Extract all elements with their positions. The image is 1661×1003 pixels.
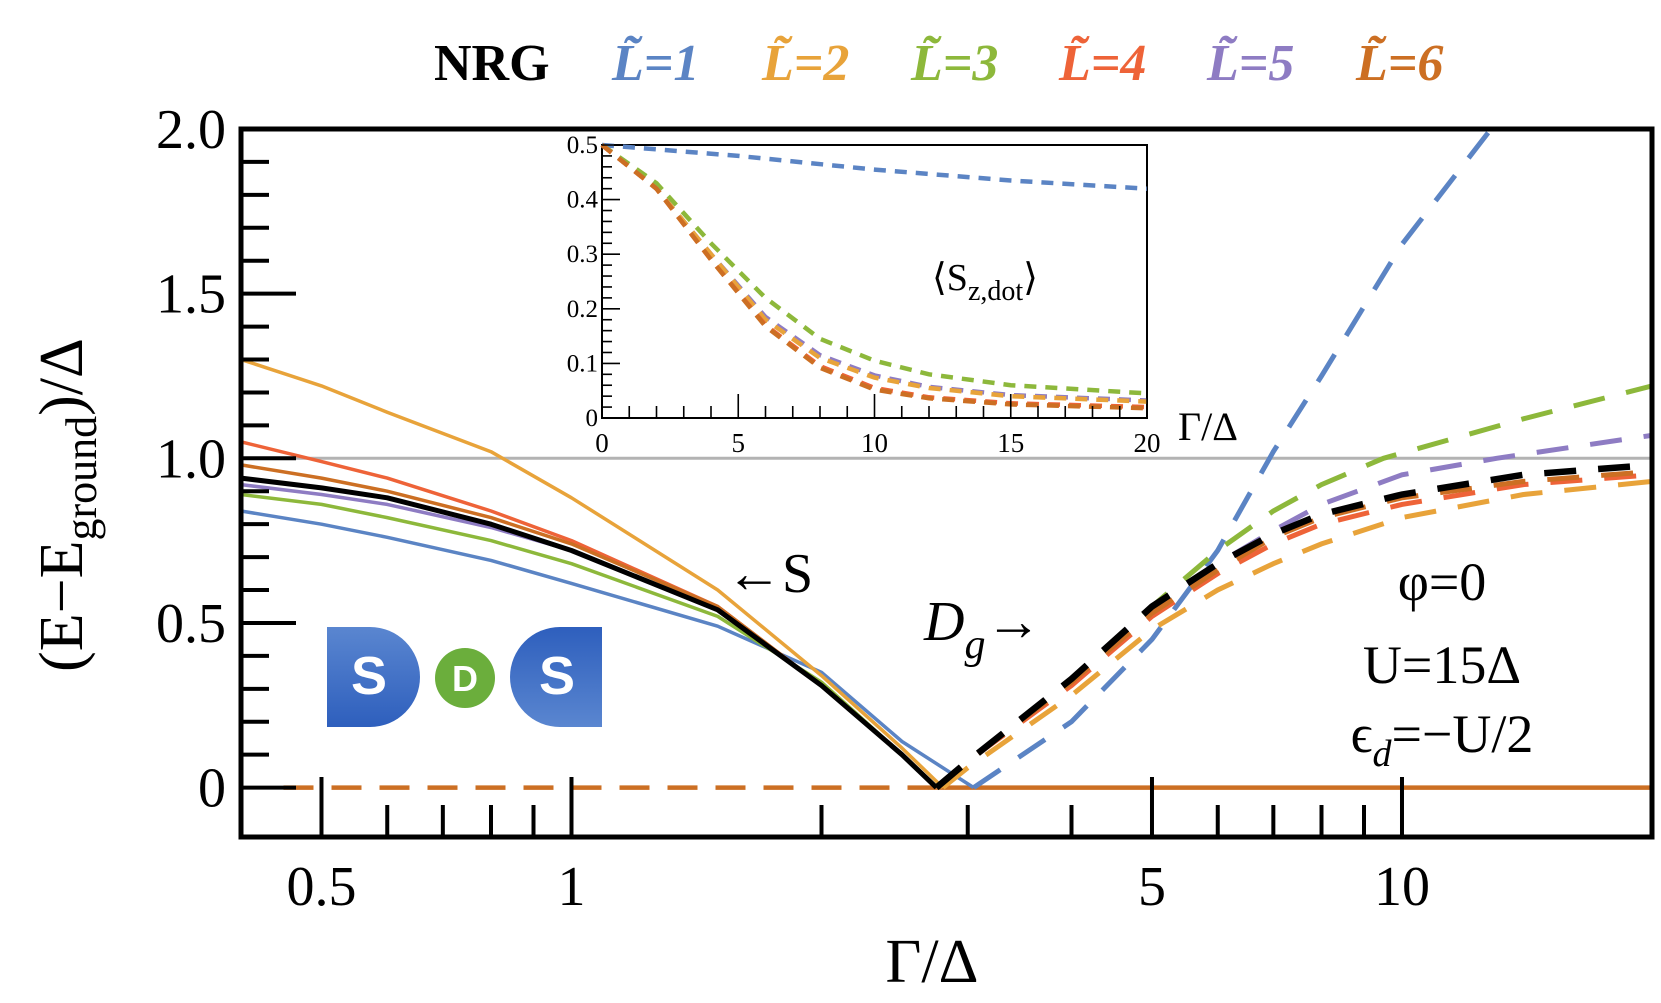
series-6-doublet-line: [934, 469, 1652, 790]
x-axis-label: Γ/Δ: [886, 928, 979, 996]
legend-nrg: NRG: [434, 35, 550, 92]
series-7-doublet-line: [934, 461, 1652, 791]
inset-x-tick-label: 5: [732, 428, 746, 458]
inset-x-tick-label: 10: [861, 428, 888, 458]
y-label-sub: ground: [57, 416, 106, 541]
inset-series-1: [601, 142, 1148, 191]
y-tick-label: 0.5: [156, 593, 226, 655]
logo-right-lead: [510, 627, 602, 727]
sds-logo: S D S: [327, 627, 602, 727]
logo-left-letter: S: [351, 646, 387, 706]
series-7-singlet-line: [241, 475, 939, 790]
y-tick-label: 1.0: [156, 428, 226, 490]
inset-title-sub: z,dot: [968, 276, 1023, 307]
inset-plot: 0 0.1 0.2 0.3 0.4 0.5 0 5 10 15 20 Γ/Δ ⟨Sz,dot⟩: [567, 132, 1238, 458]
inset-x-tick-label: 15: [997, 428, 1024, 458]
series-2-singlet-line: [241, 357, 945, 789]
legend-l5: L̃=5: [1206, 35, 1294, 92]
annotation-doublet: Dg→: [923, 591, 1041, 668]
legend-l6: L̃=6: [1355, 35, 1443, 92]
logo-dot: [435, 648, 495, 708]
y-tick-label: 0: [198, 758, 226, 820]
annotation-singlet: ←S: [726, 543, 813, 605]
y-tick-label: 2.0: [156, 99, 226, 161]
y-tick-label: 1.5: [156, 264, 226, 326]
series-3-doublet-line: [934, 383, 1652, 790]
inset-series-2: [600, 143, 1148, 396]
plot-frame: [238, 126, 1655, 840]
series-2-doublet-line: [941, 478, 1652, 790]
inset-x-tick-label: 20: [1134, 428, 1161, 458]
inset-x-axis-label: Γ/Δ: [1178, 404, 1238, 449]
y-axis-label: (E−Eground)/Δ: [28, 338, 106, 672]
inset-y-tick-label: 0.1: [567, 350, 598, 377]
series-1-doublet-line: [972, 129, 1493, 790]
inset-x-tick-label: 0: [595, 428, 609, 458]
inset-y-tick-label: 0.5: [567, 132, 598, 159]
x-tick-label: 0.5: [286, 856, 356, 918]
series-4-doublet-line: [934, 472, 1652, 790]
y-label-prefix: (E−E: [28, 541, 96, 672]
series-1-singlet-line: [241, 509, 975, 790]
logo-left-lead: [327, 627, 420, 727]
inset-y-tick-label: 0.3: [567, 241, 598, 268]
legend-l4: L̃=4: [1058, 35, 1146, 92]
x-tick-label: 1: [557, 856, 585, 918]
legend-l3: L̃=3: [910, 35, 998, 92]
inset-title-prefix: ⟨S: [932, 257, 968, 299]
annotations: ←S Dg→ φ=0 U=15Δ ϵd=−U/2: [726, 543, 1533, 775]
inset-y-tick-label: 0: [586, 405, 599, 432]
y-label-suffix: )/Δ: [28, 338, 96, 416]
inset-y-tick-label: 0.4: [567, 187, 599, 214]
main-plot: [241, 129, 1652, 791]
legend: NRG L̃=1 L̃=2 L̃=3 L̃=4 L̃=5 L̃=6: [434, 35, 1443, 92]
legend-l1: L̃=1: [611, 35, 699, 92]
annotation-eps: ϵd=−U/2: [1351, 704, 1534, 775]
annotation-phi: φ=0: [1398, 552, 1487, 612]
inset-y-tick-label: 0.2: [567, 296, 598, 323]
annotation-U: U=15Δ: [1363, 635, 1521, 695]
x-tick-label: 5: [1138, 856, 1166, 918]
inset-title: ⟨Sz,dot⟩: [932, 257, 1038, 307]
inset-frame: [601, 144, 1148, 419]
main-axes: 00.51.01.52.00.5 1 5 10: [156, 99, 1655, 918]
legend-l2: L̃=2: [761, 35, 849, 92]
x-tick-label: 10: [1374, 856, 1430, 918]
series-6-singlet-line: [241, 463, 938, 789]
inset-title-suffix: ⟩: [1023, 257, 1038, 299]
series-5-doublet-line: [934, 432, 1652, 790]
logo-dot-letter: D: [452, 658, 478, 699]
logo-right-letter: S: [539, 646, 575, 706]
